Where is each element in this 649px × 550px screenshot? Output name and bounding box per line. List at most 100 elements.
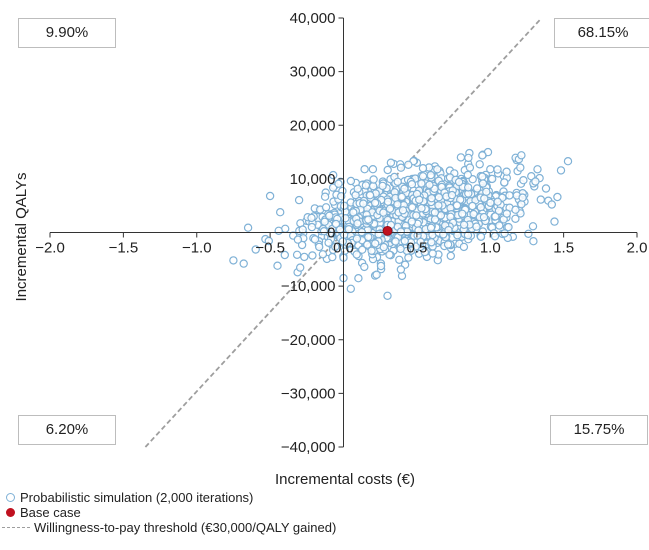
simulation-point <box>398 206 408 215</box>
simulation-point <box>452 201 462 210</box>
simulation-point <box>433 165 442 174</box>
simulation-point <box>292 250 302 259</box>
quadrant-top-right-label: 68.15% <box>554 18 649 48</box>
simulation-point <box>298 225 307 234</box>
simulation-point <box>325 211 334 220</box>
simulation-point <box>502 167 511 176</box>
simulation-point <box>352 250 361 259</box>
simulation-point <box>536 195 546 204</box>
simulation-point <box>495 221 504 230</box>
simulation-point <box>458 209 467 218</box>
simulation-point <box>528 222 538 231</box>
simulation-point <box>443 240 453 249</box>
y-tick-label: 20,000 <box>290 117 336 134</box>
simulation-point <box>365 190 375 200</box>
simulation-point <box>370 198 380 208</box>
simulation-point <box>280 250 289 260</box>
quadrant-bottom-right-label: 15.75% <box>550 415 648 445</box>
simulation-point <box>396 227 406 236</box>
simulation-point <box>273 261 282 270</box>
simulation-point <box>360 164 369 174</box>
simulation-point <box>517 151 526 160</box>
simulation-point <box>310 235 320 244</box>
simulation-point <box>334 179 343 188</box>
simulation-point <box>320 192 330 201</box>
simulation-point <box>341 213 350 223</box>
simulation-point <box>354 274 363 283</box>
simulation-point <box>476 232 486 241</box>
simulation-point <box>529 236 538 246</box>
x-tick-label: 1.0 <box>480 240 501 257</box>
simulation-point <box>385 250 394 259</box>
simulation-point <box>397 192 406 202</box>
simulation-point <box>472 222 481 231</box>
simulation-point <box>550 217 559 226</box>
simulation-point <box>338 237 347 246</box>
open-circle-icon <box>2 490 20 505</box>
simulation-point <box>379 242 388 252</box>
y-tick-label: −10,000 <box>281 278 336 295</box>
simulation-point <box>517 199 526 209</box>
simulation-point <box>383 165 392 175</box>
simulation-point <box>511 205 520 214</box>
simulation-point <box>430 208 440 217</box>
simulation-point <box>386 158 396 167</box>
simulation-point <box>385 204 395 213</box>
simulation-point <box>358 245 367 254</box>
simulation-point <box>361 181 371 190</box>
y-tick-label: 10,000 <box>290 171 336 188</box>
simulation-point <box>318 250 328 259</box>
legend-item-threshold: Willingness-to-pay threshold (€30,000/QA… <box>2 520 336 535</box>
simulation-point <box>475 160 484 169</box>
simulation-point <box>229 256 238 265</box>
simulation-point <box>296 263 305 272</box>
simulation-point <box>472 184 482 193</box>
x-tick-label: −0.5 <box>255 240 285 257</box>
simulation-point <box>494 206 504 215</box>
simulation-point <box>367 246 376 255</box>
simulation-point <box>500 229 509 238</box>
simulation-point <box>404 160 413 169</box>
base-case-point <box>382 225 393 236</box>
simulation-point <box>464 153 473 163</box>
simulation-point <box>374 229 383 239</box>
simulation-point <box>412 211 421 220</box>
simulation-point <box>383 197 393 206</box>
simulation-point <box>505 191 514 200</box>
simulation-point <box>364 215 373 224</box>
legend-label-base-case: Base case <box>20 505 81 520</box>
simulation-point <box>414 226 423 235</box>
simulation-point <box>430 215 440 224</box>
simulation-point <box>418 163 428 173</box>
y-axis-label: Incremental QALYs <box>13 173 30 302</box>
simulation-point <box>427 193 436 203</box>
simulation-point <box>368 164 378 174</box>
simulation-point <box>459 220 469 229</box>
simulation-point <box>418 172 428 181</box>
simulation-point <box>391 237 400 246</box>
simulation-point <box>297 240 307 250</box>
simulation-point <box>352 234 362 243</box>
simulation-point <box>364 232 373 242</box>
quadrant-top-left-label: 9.90% <box>18 18 116 48</box>
y-tick-label: 0 <box>327 225 335 242</box>
simulation-point <box>251 245 260 254</box>
simulation-point <box>482 187 491 196</box>
simulation-point <box>407 217 416 226</box>
simulation-point <box>264 236 273 246</box>
simulation-point <box>486 198 495 207</box>
simulation-point <box>563 156 573 166</box>
simulation-point <box>321 203 331 212</box>
simulation-point <box>400 184 409 193</box>
simulation-point <box>308 251 317 260</box>
x-axis-label: Incremental costs (€) <box>275 471 415 488</box>
simulation-point <box>459 242 469 252</box>
y-tick-label: −40,000 <box>281 439 336 456</box>
chart-legend: Probabilistic simulation (2,000 iteratio… <box>2 490 336 535</box>
simulation-point <box>502 209 511 218</box>
simulation-point <box>464 183 473 192</box>
simulation-point <box>400 236 409 246</box>
simulation-point <box>547 200 557 209</box>
simulation-point <box>493 165 502 174</box>
